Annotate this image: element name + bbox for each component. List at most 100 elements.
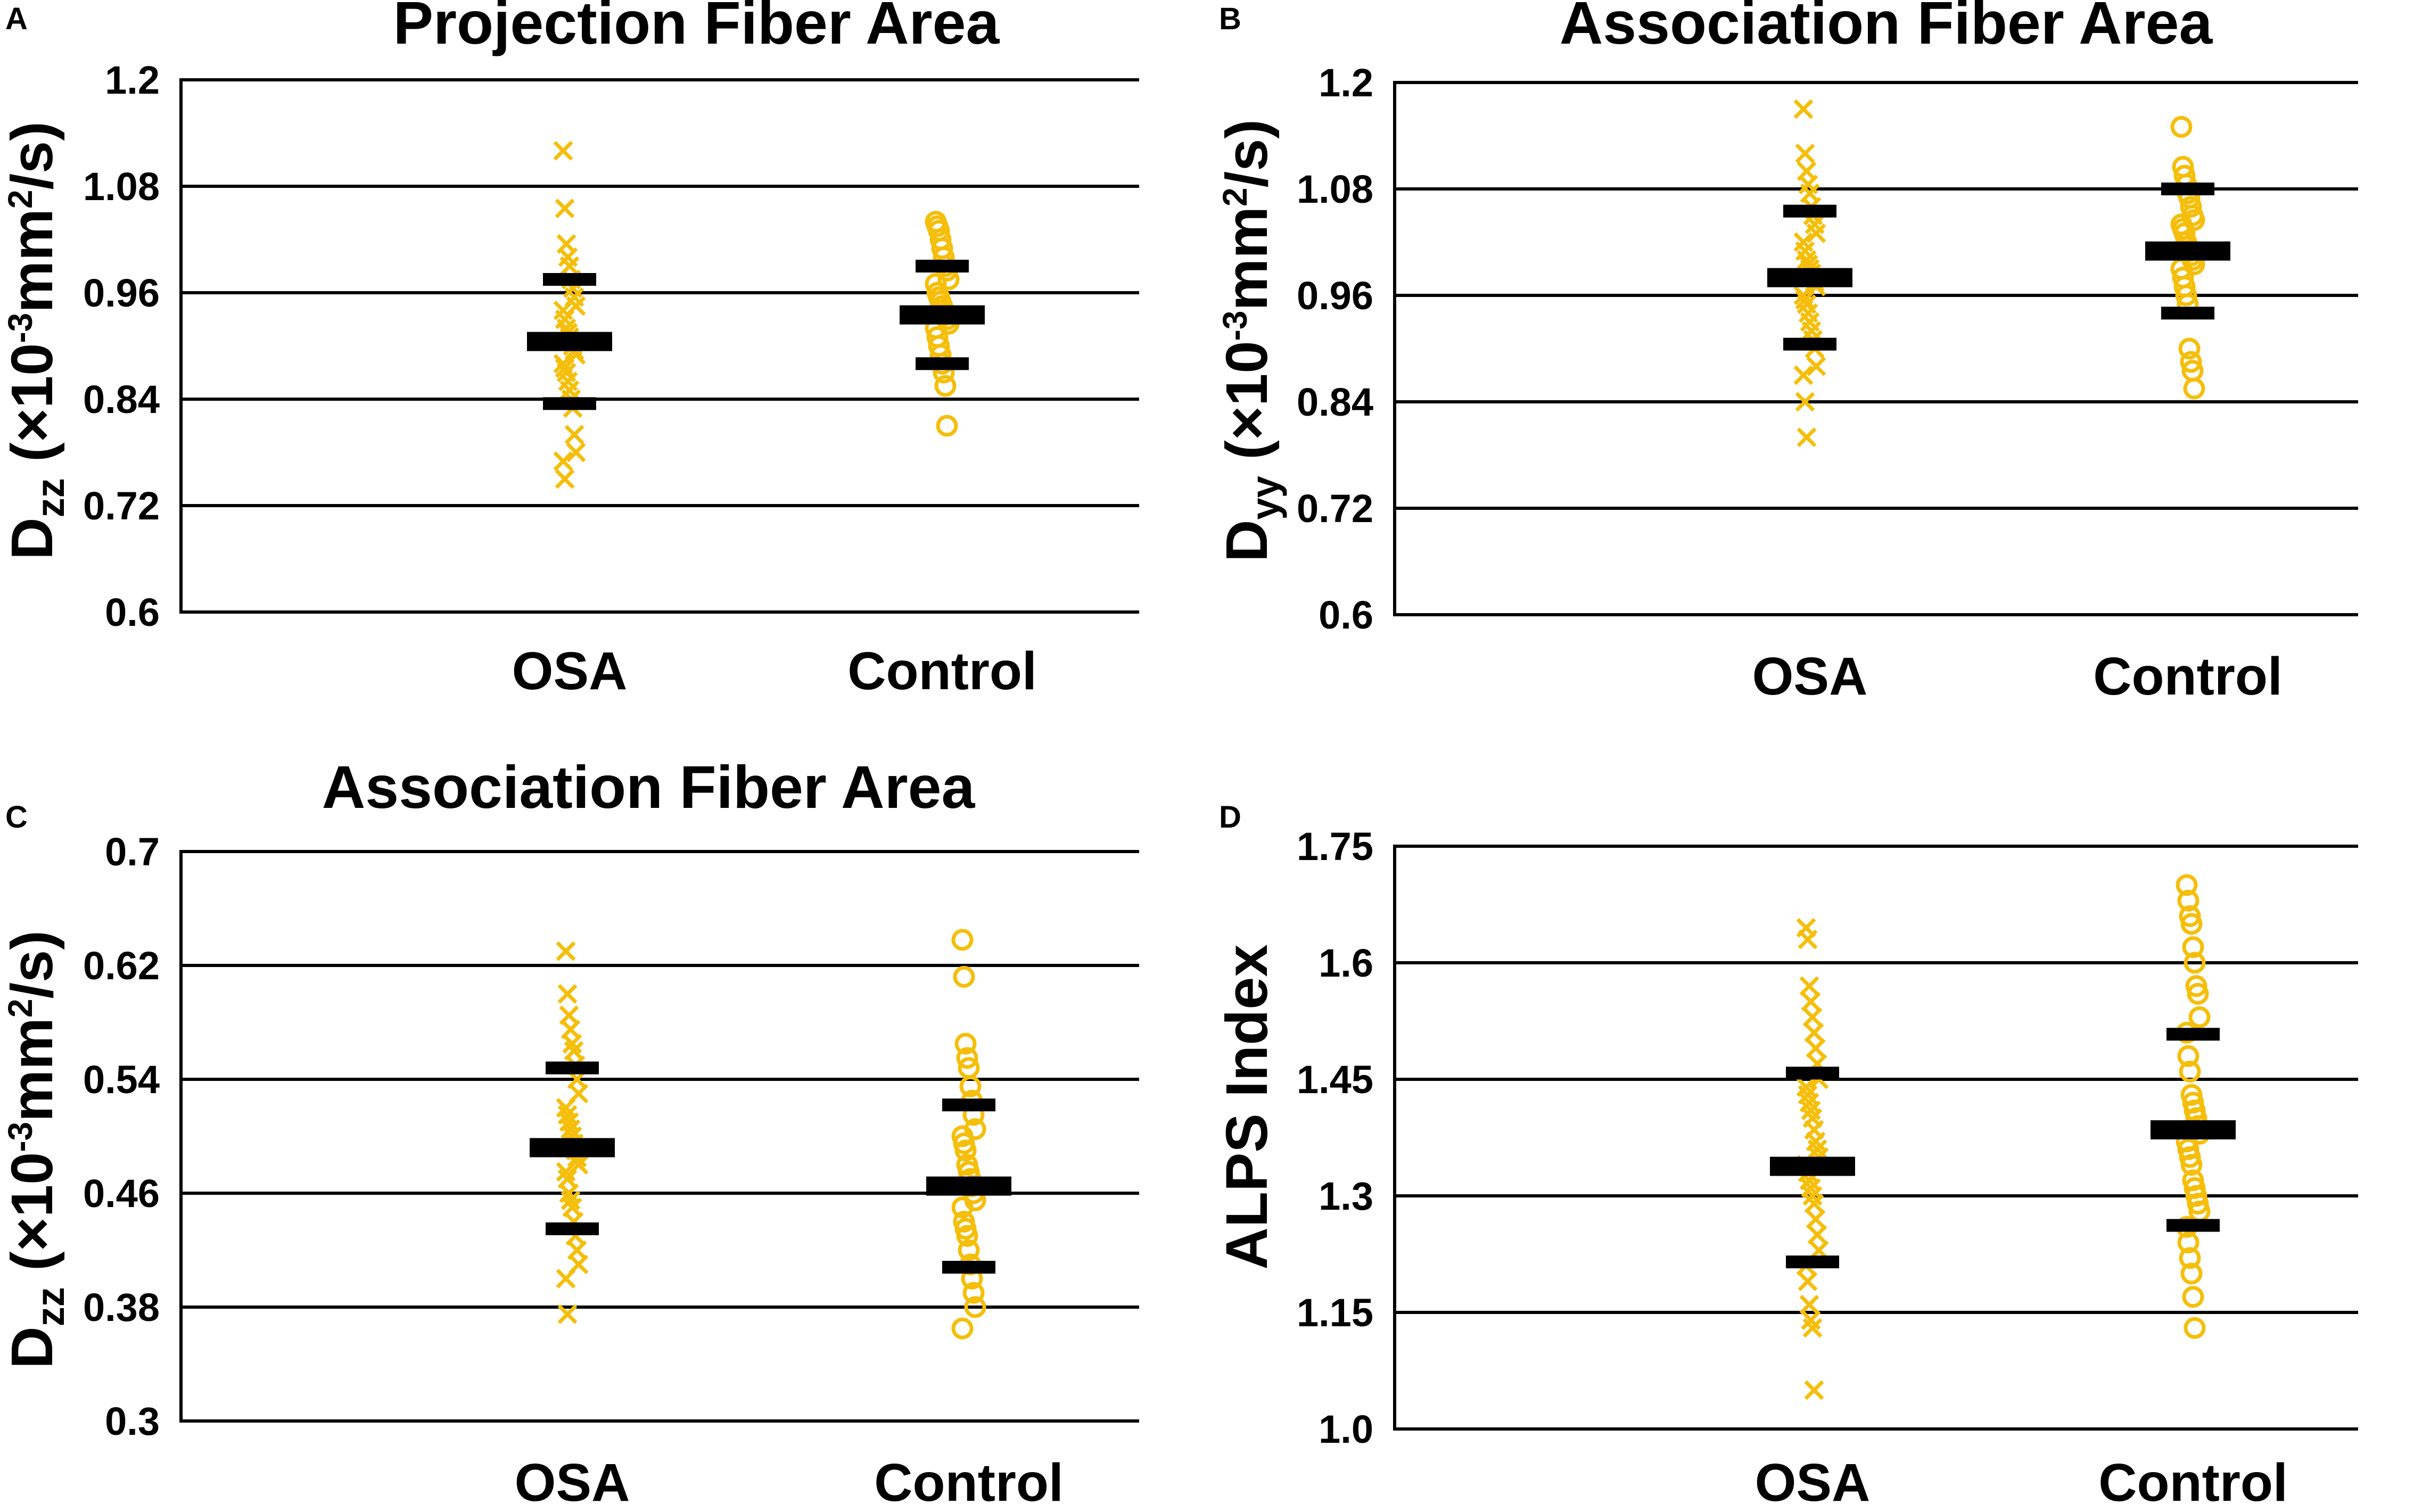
cross-stroke — [1802, 1186, 1823, 1206]
data-point-control — [954, 1139, 977, 1162]
data-point-osa — [1802, 1007, 1823, 1027]
data-point-osa — [1793, 99, 1814, 119]
data-point-osa — [1804, 1022, 1824, 1043]
cross-stroke — [1806, 223, 1826, 243]
mean-bar — [1770, 1156, 1855, 1176]
cross-stroke — [564, 425, 584, 445]
y-tick-label: 0.72 — [83, 484, 160, 528]
data-point-control — [954, 1032, 977, 1055]
sd-lower-bar — [916, 357, 969, 370]
cross-stroke — [557, 984, 578, 1004]
cross-stroke — [1801, 1310, 1821, 1331]
cross-stroke — [1801, 321, 1822, 341]
y-tick-label: 0.84 — [1297, 380, 1373, 424]
y-tick-label: 1.2 — [105, 58, 160, 102]
data-point-osa — [559, 1183, 579, 1203]
cross-stroke — [1793, 285, 1814, 305]
sd-upper-bar — [543, 273, 596, 286]
y-tick-label: 0.72 — [1297, 486, 1373, 531]
panel-b: B Association Fiber Area Dyy (×10-3mm2/s… — [1214, 0, 2358, 706]
data-point-osa — [556, 941, 576, 961]
grid-lines — [181, 78, 1139, 614]
chart-title: Association Fiber Area — [1560, 0, 2213, 56]
cross-stroke — [1798, 929, 1818, 949]
cross-stroke — [562, 1034, 582, 1054]
panel-d: D ALPS Index 1.0 1.15 1.3 1.45 1.6 1.75 … — [1214, 800, 2358, 1512]
cross-stroke — [1798, 1271, 1818, 1292]
y-tick-label: 0.96 — [83, 271, 160, 315]
sd-lower-bar — [1783, 337, 1836, 351]
sd-upper-bar — [2161, 183, 2214, 195]
data-point-osa — [1793, 365, 1814, 385]
cross-stroke — [556, 1162, 576, 1182]
x-category-label: Control — [2098, 1453, 2287, 1512]
y-axis-label: ALPS Index — [1214, 944, 1280, 1269]
data-point-osa — [1806, 1209, 1826, 1229]
data-point-osa — [1804, 1380, 1824, 1400]
y-tick-label: 1.0 — [1319, 1407, 1373, 1451]
cross-stroke — [1806, 356, 1826, 376]
data-point-osa — [557, 1105, 578, 1125]
y-tick-labels: 0.6 0.72 0.84 0.96 1.08 1.2 — [83, 58, 160, 634]
data-point-control — [2183, 377, 2205, 400]
data-point-control — [2177, 1232, 2199, 1254]
cross-stroke — [555, 469, 575, 489]
cross-stroke — [1796, 1077, 1816, 1097]
cross-stroke — [566, 442, 586, 462]
data-point-control — [958, 1239, 980, 1261]
mean-bar — [1767, 268, 1852, 287]
data-point-osa — [1806, 223, 1826, 243]
y-tick-label: 0.7 — [105, 830, 160, 874]
cross-stroke — [558, 371, 578, 392]
y-tick-label: 0.6 — [105, 590, 160, 634]
data-point-control — [953, 965, 975, 988]
cross-stroke — [553, 300, 573, 320]
sd-lower-bar — [2166, 1219, 2220, 1232]
sd-upper-bar — [546, 1061, 599, 1075]
cross-stroke — [1797, 294, 1817, 315]
cross-stroke — [561, 1119, 581, 1139]
y-tick-label: 1.08 — [83, 164, 160, 209]
data-point-osa — [1799, 976, 1819, 996]
y-tick-label: 0.96 — [1297, 274, 1373, 318]
mean-bar — [2145, 241, 2230, 261]
sd-lower-bar — [543, 397, 596, 410]
cross-stroke — [1797, 427, 1817, 448]
y-axis-label: Dzz (×10-3mm2/s) — [0, 121, 72, 560]
mean-bar — [900, 305, 985, 325]
cross-stroke — [1807, 1225, 1827, 1245]
cross-stroke — [556, 1098, 576, 1118]
sd-lower-bar — [942, 1261, 995, 1274]
cross-stroke — [1807, 1139, 1827, 1159]
data-point-osa — [553, 451, 573, 472]
y-tick-label: 0.46 — [83, 1171, 160, 1216]
data-point-control — [2182, 1286, 2204, 1308]
mean-bar — [530, 1138, 615, 1158]
sd-lower-bar — [2161, 307, 2214, 320]
mean-bar — [2151, 1120, 2236, 1139]
cross-stroke — [559, 380, 580, 400]
data-point-control — [2180, 1262, 2203, 1285]
data-point-control — [2178, 337, 2201, 360]
cross-stroke — [1802, 1318, 1823, 1338]
y-tick-labels: 0.3 0.38 0.46 0.54 0.62 0.7 — [83, 830, 160, 1443]
cross-stroke — [1793, 365, 1814, 385]
cross-stroke — [1804, 1022, 1824, 1043]
data-point-control — [2177, 889, 2199, 912]
cross-stroke — [1793, 232, 1814, 252]
data-point-control — [956, 1225, 978, 1247]
cross-stroke — [1806, 1209, 1826, 1229]
sd-upper-bar — [1783, 204, 1836, 218]
data-point-control — [2184, 952, 2206, 974]
y-axis-label: Dyy (×10-3mm2/s) — [1214, 119, 1287, 562]
data-marks — [530, 929, 1011, 1340]
data-point-control — [2170, 115, 2193, 138]
y-tick-labels: 1.0 1.15 1.3 1.45 1.6 1.75 — [1297, 824, 1373, 1451]
cross-stroke — [559, 1112, 579, 1132]
data-point-control — [934, 375, 957, 397]
cross-stroke — [1801, 992, 1821, 1012]
chart-title: Projection Fiber Area — [393, 0, 1000, 56]
data-point-control — [2180, 351, 2202, 373]
data-point-control — [2175, 284, 2197, 307]
panel-c: C Association Fiber Area Dzz (×10-3mm2/s… — [0, 754, 1139, 1512]
